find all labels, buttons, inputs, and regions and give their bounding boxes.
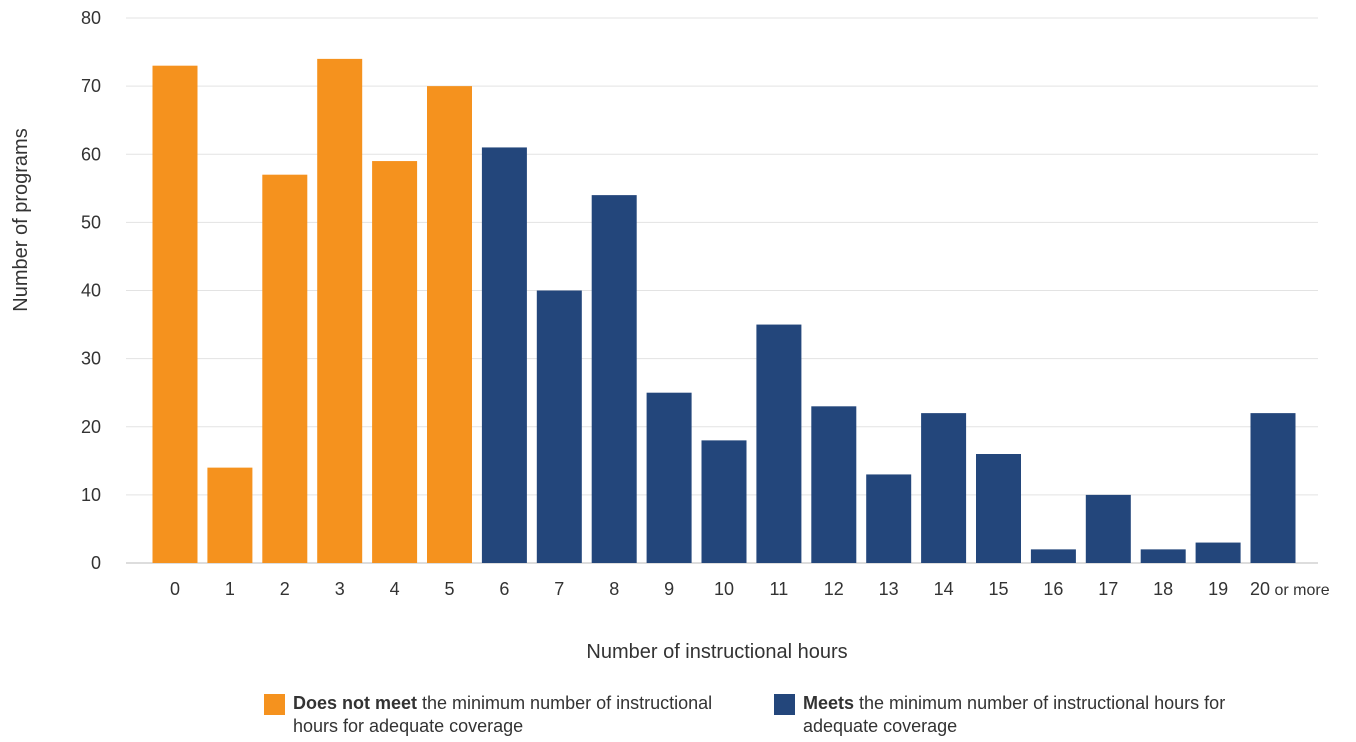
bar-17 xyxy=(1085,494,1131,563)
bar-14 xyxy=(921,413,967,563)
x-tick-label: 7 xyxy=(554,579,564,599)
legend-item-meets: Meets the minimum number of instructiona… xyxy=(774,692,1244,738)
x-tick-label: 5 xyxy=(444,579,454,599)
bar-16 xyxy=(1030,549,1076,563)
bar-13 xyxy=(866,474,912,563)
bars xyxy=(152,58,1296,563)
legend-label-bold: Does not meet xyxy=(293,693,418,713)
x-tick-label: 0 xyxy=(170,579,180,599)
legend-swatch-orange xyxy=(264,694,285,715)
bar-20-or-more xyxy=(1250,413,1296,563)
x-tick-label: 1 xyxy=(225,579,235,599)
x-tick-label: 4 xyxy=(390,579,400,599)
x-tick-label: 6 xyxy=(499,579,509,599)
x-tick-label: 2 xyxy=(280,579,290,599)
bar-8 xyxy=(591,195,637,563)
bar-18 xyxy=(1140,549,1186,563)
bar-4 xyxy=(372,161,418,563)
legend-label: Does not meet the minimum number of inst… xyxy=(293,692,724,738)
legend-label-rest: the minimum number of instructional hour… xyxy=(293,693,713,736)
x-tick-label: 19 xyxy=(1208,579,1228,599)
y-axis-ticks: 0 10 20 30 40 50 60 70 80 xyxy=(81,8,101,573)
x-tick-label: 16 xyxy=(1043,579,1063,599)
y-tick-label: 60 xyxy=(81,144,101,164)
bar-1 xyxy=(207,467,253,563)
x-tick-label: 17 xyxy=(1098,579,1118,599)
x-tick-label: 9 xyxy=(664,579,674,599)
x-tick-label: 10 xyxy=(714,579,734,599)
x-tick-label: 18 xyxy=(1153,579,1173,599)
y-tick-label: 10 xyxy=(81,485,101,505)
y-axis-label: Number of programs xyxy=(10,128,32,311)
x-tick-label: 13 xyxy=(879,579,899,599)
bar-11 xyxy=(756,324,802,563)
bar-19 xyxy=(1195,542,1241,563)
y-tick-label: 80 xyxy=(81,8,101,28)
x-tick-label: 8 xyxy=(609,579,619,599)
bar-9 xyxy=(646,392,692,563)
legend-label-rest: the minimum number of instructional hour… xyxy=(803,693,1226,736)
bar-6 xyxy=(481,147,527,563)
legend-label-bold: Meets xyxy=(803,693,855,713)
legend-label: Meets the minimum number of instructiona… xyxy=(803,692,1244,738)
y-tick-label: 0 xyxy=(91,553,101,573)
x-tick-label: 12 xyxy=(824,579,844,599)
x-tick-label: 20 or more xyxy=(1250,579,1330,599)
x-tick-label: 11 xyxy=(770,579,789,599)
x-tick-label: 15 xyxy=(988,579,1008,599)
x-tick-label: 3 xyxy=(335,579,345,599)
legend-item-does-not-meet: Does not meet the minimum number of inst… xyxy=(264,692,724,738)
bar-12 xyxy=(811,406,857,563)
y-tick-label: 70 xyxy=(81,76,101,96)
legend-swatch-blue xyxy=(774,694,795,715)
bar-15 xyxy=(976,454,1021,563)
y-tick-label: 50 xyxy=(81,212,101,232)
bar-5 xyxy=(427,86,472,563)
y-tick-label: 20 xyxy=(81,417,101,437)
bar-2 xyxy=(262,174,308,563)
bar-7 xyxy=(536,290,582,563)
x-axis-label: Number of instructional hours xyxy=(586,641,847,663)
y-tick-label: 30 xyxy=(81,349,101,369)
bar-3 xyxy=(317,58,363,563)
y-tick-label: 40 xyxy=(81,281,101,301)
bar-0 xyxy=(152,65,198,563)
x-axis-ticks: 0 1 2 3 4 5 6 7 8 9 10 11 12 13 14 15 16 17 18 19 20 or more xyxy=(170,579,1330,599)
bar-10 xyxy=(701,440,747,563)
x-tick-label: 14 xyxy=(934,579,954,599)
